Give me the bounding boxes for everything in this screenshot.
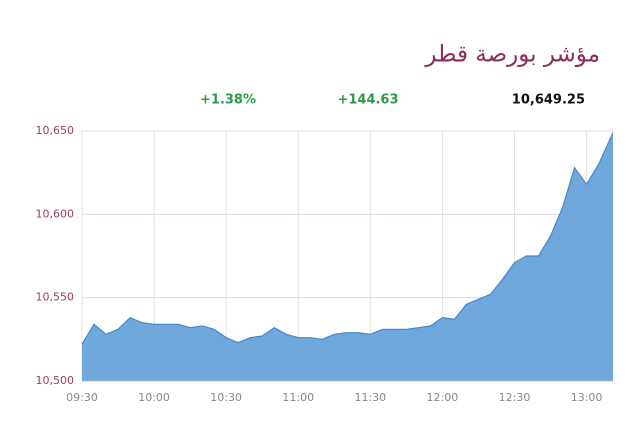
change-percent: +1.38%	[200, 93, 256, 108]
area-fill	[82, 132, 613, 381]
x-tick-label: 11:00	[282, 391, 314, 404]
x-tick-label: 13:00	[571, 391, 603, 404]
y-tick-label: 10,550	[36, 291, 75, 304]
y-tick-label: 10,600	[36, 207, 75, 220]
x-tick-label: 10:30	[210, 391, 242, 404]
x-tick-label: 12:30	[499, 391, 531, 404]
area-line	[81, 132, 614, 345]
x-tick-label: 12:00	[427, 391, 459, 404]
y-tick-label: 10,500	[36, 374, 75, 387]
change-points: +144.63	[337, 93, 398, 108]
x-tick-label: 10:00	[138, 391, 170, 404]
y-tick-label: 10,650	[36, 124, 75, 137]
chart-title: مؤشر بورصة قطر	[424, 42, 600, 68]
index-value: 10,649.25	[512, 93, 585, 108]
x-tick-label: 11:30	[354, 391, 386, 404]
x-tick-label: 09:30	[66, 391, 98, 404]
